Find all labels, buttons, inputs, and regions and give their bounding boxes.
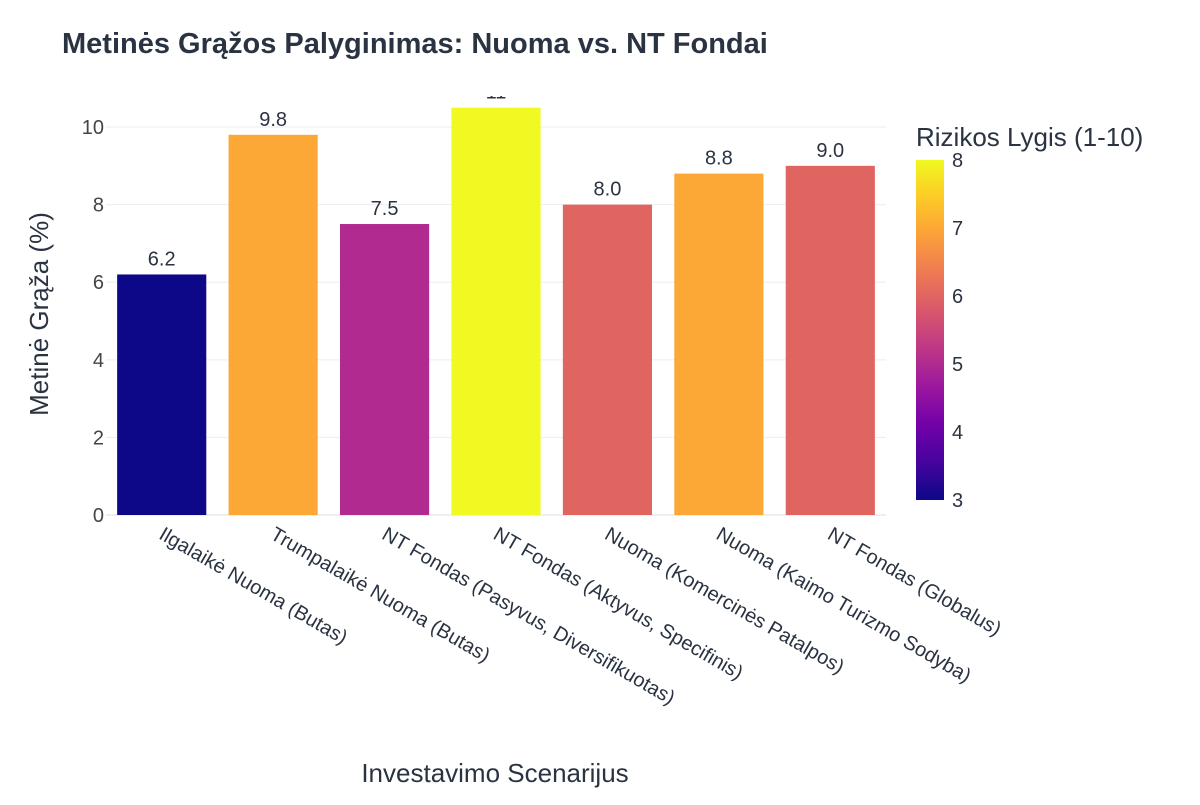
bar[interactable] (340, 224, 430, 515)
bar[interactable] (228, 134, 318, 515)
x-axis-title: Investavimo Scenarijus (361, 758, 628, 788)
y-tick-label: 0 (93, 505, 104, 527)
bar-value-label: 9.0 (816, 140, 844, 162)
colorbar-gradient (916, 160, 944, 500)
colorbar-ticks: 3 4 5 6 7 8 (952, 150, 963, 512)
colorbar-title: Rizikos Lygis (1-10) (916, 122, 1143, 152)
chart-title: Metinės Grąžos Palyginimas: Nuoma vs. NT… (62, 28, 768, 60)
x-tick-label: Trumpalaikė Nuoma (Butas) (267, 523, 494, 667)
y-tick-label: 4 (93, 350, 104, 372)
bar-value-label: 6.2 (148, 248, 176, 270)
colorbar-tick-label: 6 (952, 286, 963, 308)
y-tick-label: 10 (82, 117, 104, 139)
y-axis-title: Metinė Grąža (%) (24, 212, 54, 416)
colorbar-tick-label: 8 (952, 150, 963, 172)
bar-value-label: 9.8 (259, 109, 287, 131)
bar[interactable] (562, 204, 652, 515)
colorbar-tick-label: 5 (952, 354, 963, 376)
bar[interactable] (674, 173, 764, 515)
bar[interactable] (451, 107, 541, 515)
colorbar-tick-label: 4 (952, 422, 963, 444)
y-axis-ticks: 0 2 4 6 8 10 (82, 117, 104, 527)
colorbar-tick-label: 7 (952, 218, 963, 240)
x-tick-label: Ilgalaikė Nuoma (Butas) (155, 523, 351, 649)
bar[interactable] (785, 165, 875, 516)
bar-value-label: 8.8 (705, 148, 733, 170)
colorbar-tick-label: 3 (952, 490, 963, 512)
x-tick-label: NT Fondas (Globalus) (824, 523, 1005, 640)
y-tick-label: 8 (93, 195, 104, 217)
bar-value-label: 11 (486, 82, 507, 104)
colorbar: Rizikos Lygis (1-10) 3 4 5 6 7 8 (916, 122, 1143, 512)
bars (117, 107, 875, 516)
y-tick-label: 2 (93, 427, 104, 449)
y-tick-label: 6 (93, 272, 104, 294)
bar-value-label: 7.5 (371, 198, 399, 220)
bar[interactable] (117, 274, 207, 515)
bar-value-label: 8.0 (594, 179, 622, 201)
x-axis-ticks: Ilgalaikė Nuoma (Butas)Trumpalaikė Nuoma… (155, 523, 1005, 709)
bar-value-labels: 6.2 9.8 7.5 11 8.0 8.8 9.0 (148, 82, 844, 270)
